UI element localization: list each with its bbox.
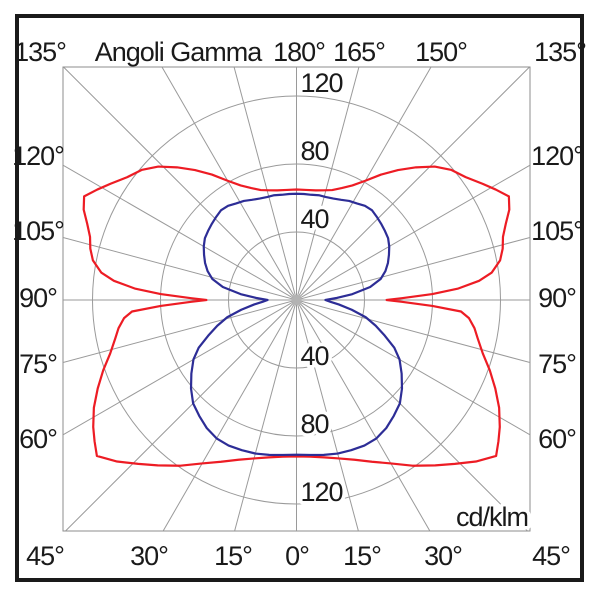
chart-title: Angoli Gamma [95, 37, 264, 67]
angle-label-top: 165° [333, 37, 385, 67]
radial-tick-label-above: 120 [301, 68, 343, 98]
angle-label-bottom: 0° [285, 541, 309, 571]
red-curve [82, 165, 511, 467]
blue-curve [189, 192, 404, 457]
angle-label-top: 135° [14, 37, 66, 67]
angle-label-top: 150° [415, 37, 467, 67]
radial-tick-label-above: 80 [301, 136, 329, 166]
angle-label-left: 90° [19, 283, 57, 313]
angle-label-bottom: 15° [343, 541, 381, 571]
angle-label-left: 120° [12, 141, 64, 171]
angle-label-top: 180° [273, 37, 325, 67]
angle-label-bottom: 30° [130, 541, 168, 571]
grid-circle-120 [92, 95, 501, 505]
center-dot [291, 295, 302, 305]
grid-circle-40 [228, 231, 365, 369]
angle-label-bottom: 45° [532, 541, 570, 571]
radial-tick-label-below: 120 [301, 477, 343, 507]
angle-label-right: 90° [538, 283, 576, 313]
intensity-curves [82, 165, 511, 467]
angle-label-right: 105° [531, 216, 583, 246]
angle-label-left: 105° [12, 216, 64, 246]
angle-label-left: 75° [19, 349, 57, 379]
radial-tick-labels: 120 80 40 40 80 120 cd/klm [297, 65, 533, 536]
radial-tick-label-below: 40 [301, 341, 329, 371]
angle-label-right: 60° [538, 424, 576, 454]
gamma-angle-labels: 135° Angoli Gamma 180° 165° 150° 135° 120° 105°… [12, 37, 587, 571]
angle-label-bottom: 30° [424, 541, 462, 571]
grid-circle-80 [160, 163, 433, 437]
angle-label-bottom: 15° [214, 541, 252, 571]
angle-label-right: 75° [538, 349, 576, 379]
angle-label-top: 135° [534, 37, 586, 67]
angle-label-right: 120° [531, 141, 583, 171]
angle-label-bottom: 45° [26, 541, 64, 571]
angle-label-left: 60° [19, 424, 57, 454]
unit-label: cd/klm [456, 502, 528, 532]
radial-tick-label-below: 80 [301, 409, 329, 439]
radial-tick-label-above: 40 [301, 204, 329, 234]
